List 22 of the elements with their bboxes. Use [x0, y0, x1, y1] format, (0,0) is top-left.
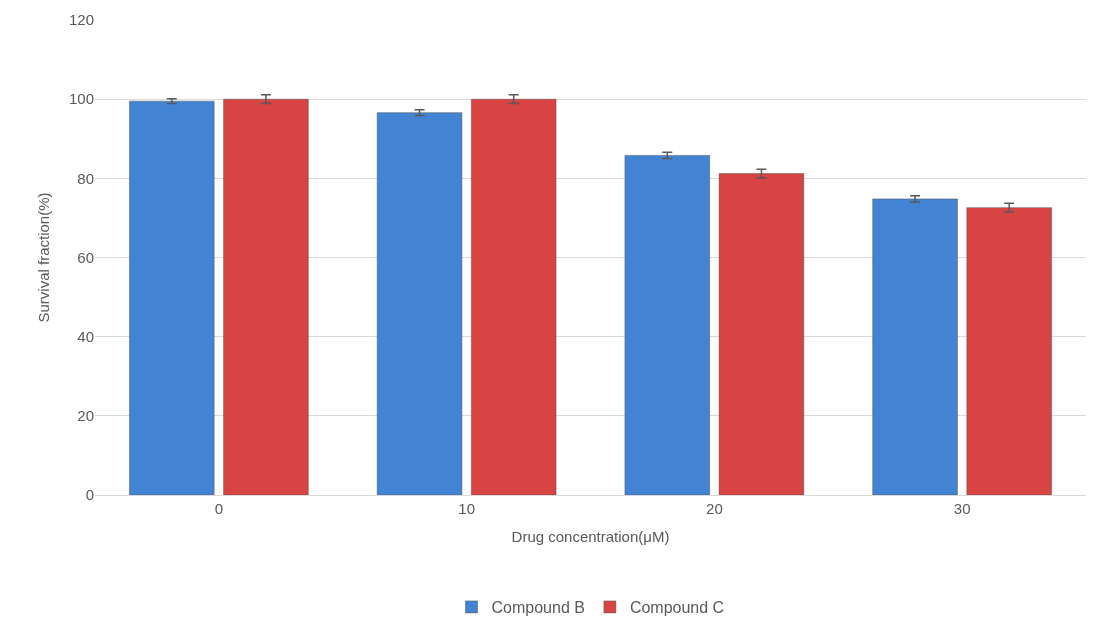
x-tick-label: 20 [706, 500, 723, 517]
x-tick-label: 0 [214, 500, 224, 517]
y-tick-label: 20 [77, 407, 94, 425]
y-axis-title: Survival fraction(%) [35, 192, 53, 323]
bar [223, 98, 309, 495]
bar [376, 112, 463, 495]
bar [872, 198, 958, 495]
legend-label: Compound B [491, 599, 585, 617]
legend-label: Compound C [629, 599, 725, 617]
y-tick-label: 100 [68, 90, 94, 108]
y-tick-label: 0 [85, 486, 94, 504]
y-tick-label: 40 [77, 327, 94, 345]
x-axis-title: Drug concentration(μM) [511, 528, 670, 545]
x-tick-label: 30 [953, 500, 971, 517]
x-tick-label: 10 [458, 500, 475, 517]
y-tick-label: 80 [77, 169, 94, 187]
bar [624, 155, 710, 495]
bar [471, 98, 557, 495]
y-tick-label: 120 [68, 11, 94, 29]
bar [129, 100, 215, 495]
bar [966, 207, 1052, 495]
y-tick-label: 60 [77, 248, 94, 266]
